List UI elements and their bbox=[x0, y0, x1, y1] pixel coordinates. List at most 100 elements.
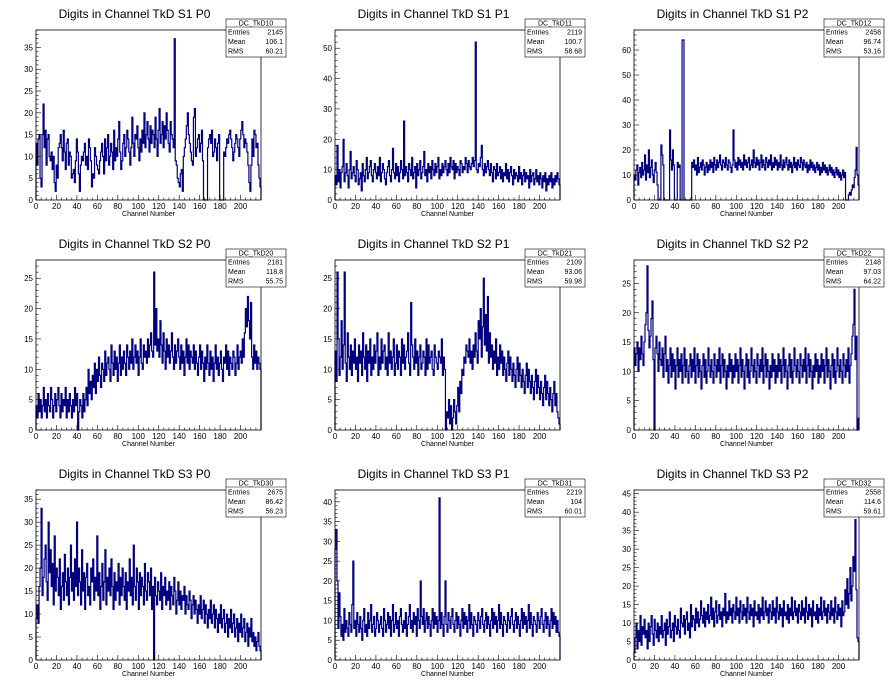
stats-box-frame bbox=[225, 18, 287, 58]
y-tick-label: 20 bbox=[24, 109, 33, 118]
x-tick-label: 100 bbox=[431, 202, 445, 211]
x-tick-label: 60 bbox=[392, 662, 401, 671]
stats-value: 59.98 bbox=[564, 279, 582, 286]
stats-value: 2109 bbox=[566, 260, 582, 267]
stats-value: 60.01 bbox=[564, 509, 582, 516]
y-tick-label: 30 bbox=[622, 545, 631, 554]
histogram-panel: Digits in Channel TkD S1 P00 20 40 60 80 100 1… bbox=[24, 7, 287, 218]
panel-title: Digits in Channel TkD S2 P1 bbox=[358, 237, 510, 251]
stats-box-frame bbox=[225, 248, 287, 288]
y-tick-label: 10 bbox=[24, 365, 33, 374]
x-tick-label: 200 bbox=[533, 432, 547, 441]
stats-label: Entries bbox=[826, 490, 848, 497]
x-tick-label: 60 bbox=[93, 202, 102, 211]
y-tick-label: 10 bbox=[622, 619, 631, 628]
stats-value: 93.06 bbox=[564, 269, 582, 276]
stats-value: 114.6 bbox=[864, 499, 881, 506]
stats-label: RMS bbox=[826, 49, 842, 56]
stats-name: DC_TkD10 bbox=[239, 21, 274, 28]
stats-name: DC_TkD21 bbox=[538, 251, 573, 258]
x-tick-label: 0 bbox=[632, 432, 637, 441]
x-tick-label: 160 bbox=[492, 662, 506, 671]
stats-value: 2219 bbox=[566, 490, 582, 497]
x-tick-label: 40 bbox=[72, 432, 81, 441]
stats-box: DC_TkD11 Entries 2119 Mean 100.7 RMS 58.68 bbox=[524, 18, 586, 58]
x-tick-label: 180 bbox=[811, 432, 825, 441]
x-tick-label: 200 bbox=[234, 432, 248, 441]
y-tick-label: 15 bbox=[24, 335, 33, 344]
stats-box-frame bbox=[524, 248, 586, 288]
histogram-panel: Digits in Channel TkD S2 P20 20 40 60 80 100 1… bbox=[622, 237, 885, 448]
stats-label: Mean bbox=[228, 269, 246, 276]
stats-name: DC_TkD20 bbox=[239, 251, 274, 258]
y-tick-label: 25 bbox=[323, 557, 332, 566]
y-tick-label: 15 bbox=[24, 587, 33, 596]
panel-title: Digits in Channel TkD S3 P2 bbox=[657, 467, 809, 481]
histogram-panel: Digits in Channel TkD S2 P00 20 40 60 80 100 1… bbox=[24, 237, 287, 448]
y-tick-label: 35 bbox=[323, 518, 332, 527]
x-tick-label: 80 bbox=[113, 662, 122, 671]
y-tick-label: 15 bbox=[622, 601, 631, 610]
y-tick-label: 20 bbox=[622, 582, 631, 591]
x-tick-label: 60 bbox=[691, 662, 700, 671]
x-tick-label: 100 bbox=[132, 432, 146, 441]
y-tick-label: 35 bbox=[24, 495, 33, 504]
histogram-series-line bbox=[334, 497, 561, 660]
y-tick-label: 10 bbox=[622, 367, 631, 376]
x-tick-label: 40 bbox=[371, 432, 380, 441]
stats-box-frame bbox=[823, 478, 885, 518]
y-tick-label: 25 bbox=[622, 279, 631, 288]
x-tick-label: 180 bbox=[811, 662, 825, 671]
x-tick-label: 40 bbox=[72, 662, 81, 671]
stats-box: DC_TkD32 Entries 2558 Mean 114.6 RMS 59.61 bbox=[823, 478, 885, 518]
stats-value: 55.75 bbox=[265, 279, 283, 286]
x-tick-label: 100 bbox=[730, 432, 744, 441]
stats-label: Entries bbox=[228, 30, 250, 37]
stats-box: DC_TkD30 Entries 2675 Mean 86.42 RMS 56.23 bbox=[225, 478, 287, 518]
x-tick-label: 100 bbox=[730, 202, 744, 211]
stats-value: 2675 bbox=[267, 490, 283, 497]
histogram-panel: Digits in Channel TkD S1 P10 20 40 60 80 100 1… bbox=[323, 7, 586, 218]
x-tick-label: 0 bbox=[632, 202, 637, 211]
stats-value: 2145 bbox=[267, 30, 283, 37]
x-tick-label: 180 bbox=[811, 202, 825, 211]
y-tick-label: 15 bbox=[622, 338, 631, 347]
x-tick-label: 40 bbox=[670, 202, 679, 211]
x-tick-label: 140 bbox=[771, 432, 785, 441]
stats-name: DC_TkD11 bbox=[538, 21, 572, 28]
x-tick-label: 80 bbox=[412, 432, 421, 441]
y-tick-label: 20 bbox=[24, 564, 33, 573]
x-tick-label: 160 bbox=[193, 432, 207, 441]
histogram-panel: Digits in Channel TkD S3 P20 20 40 60 80 100 1… bbox=[622, 467, 885, 678]
histogram-series-line bbox=[334, 271, 561, 431]
y-tick-label: 25 bbox=[24, 87, 33, 96]
panel-title: Digits in Channel TkD S1 P0 bbox=[59, 7, 211, 21]
x-tick-label: 120 bbox=[152, 202, 166, 211]
y-tick-label: 20 bbox=[24, 305, 33, 314]
y-tick-label: 20 bbox=[622, 309, 631, 318]
y-tick-label: 40 bbox=[323, 75, 332, 84]
x-tick-label: 40 bbox=[371, 202, 380, 211]
stats-box: DC_TkD12 Entries 2458 Mean 96.74 RMS 53.16 bbox=[823, 18, 885, 58]
x-tick-label: 0 bbox=[34, 662, 39, 671]
panel-title: Digits in Channel TkD S3 P1 bbox=[358, 467, 510, 481]
stats-box-frame bbox=[823, 248, 885, 288]
x-tick-label: 80 bbox=[113, 432, 122, 441]
y-tick-label: 20 bbox=[323, 577, 332, 586]
stats-label: RMS bbox=[826, 509, 842, 516]
x-axis-label: Channel Number bbox=[421, 671, 475, 678]
x-tick-label: 120 bbox=[451, 432, 465, 441]
stats-value: 100.7 bbox=[564, 39, 582, 46]
x-tick-label: 0 bbox=[333, 432, 338, 441]
x-tick-label: 80 bbox=[711, 202, 720, 211]
x-tick-label: 140 bbox=[472, 432, 486, 441]
y-tick-label: 5 bbox=[29, 396, 34, 405]
x-tick-label: 60 bbox=[691, 432, 700, 441]
x-tick-label: 0 bbox=[34, 432, 39, 441]
stats-label: Entries bbox=[527, 490, 549, 497]
y-tick-label: 10 bbox=[323, 616, 332, 625]
x-tick-label: 80 bbox=[113, 202, 122, 211]
stats-box: DC_TkD31 Entries 2219 Mean 104 RMS 60.01 bbox=[524, 478, 586, 518]
y-tick-label: 20 bbox=[323, 305, 332, 314]
stats-box: DC_TkD10 Entries 2145 Mean 106.1 RMS 60.21 bbox=[225, 18, 287, 58]
